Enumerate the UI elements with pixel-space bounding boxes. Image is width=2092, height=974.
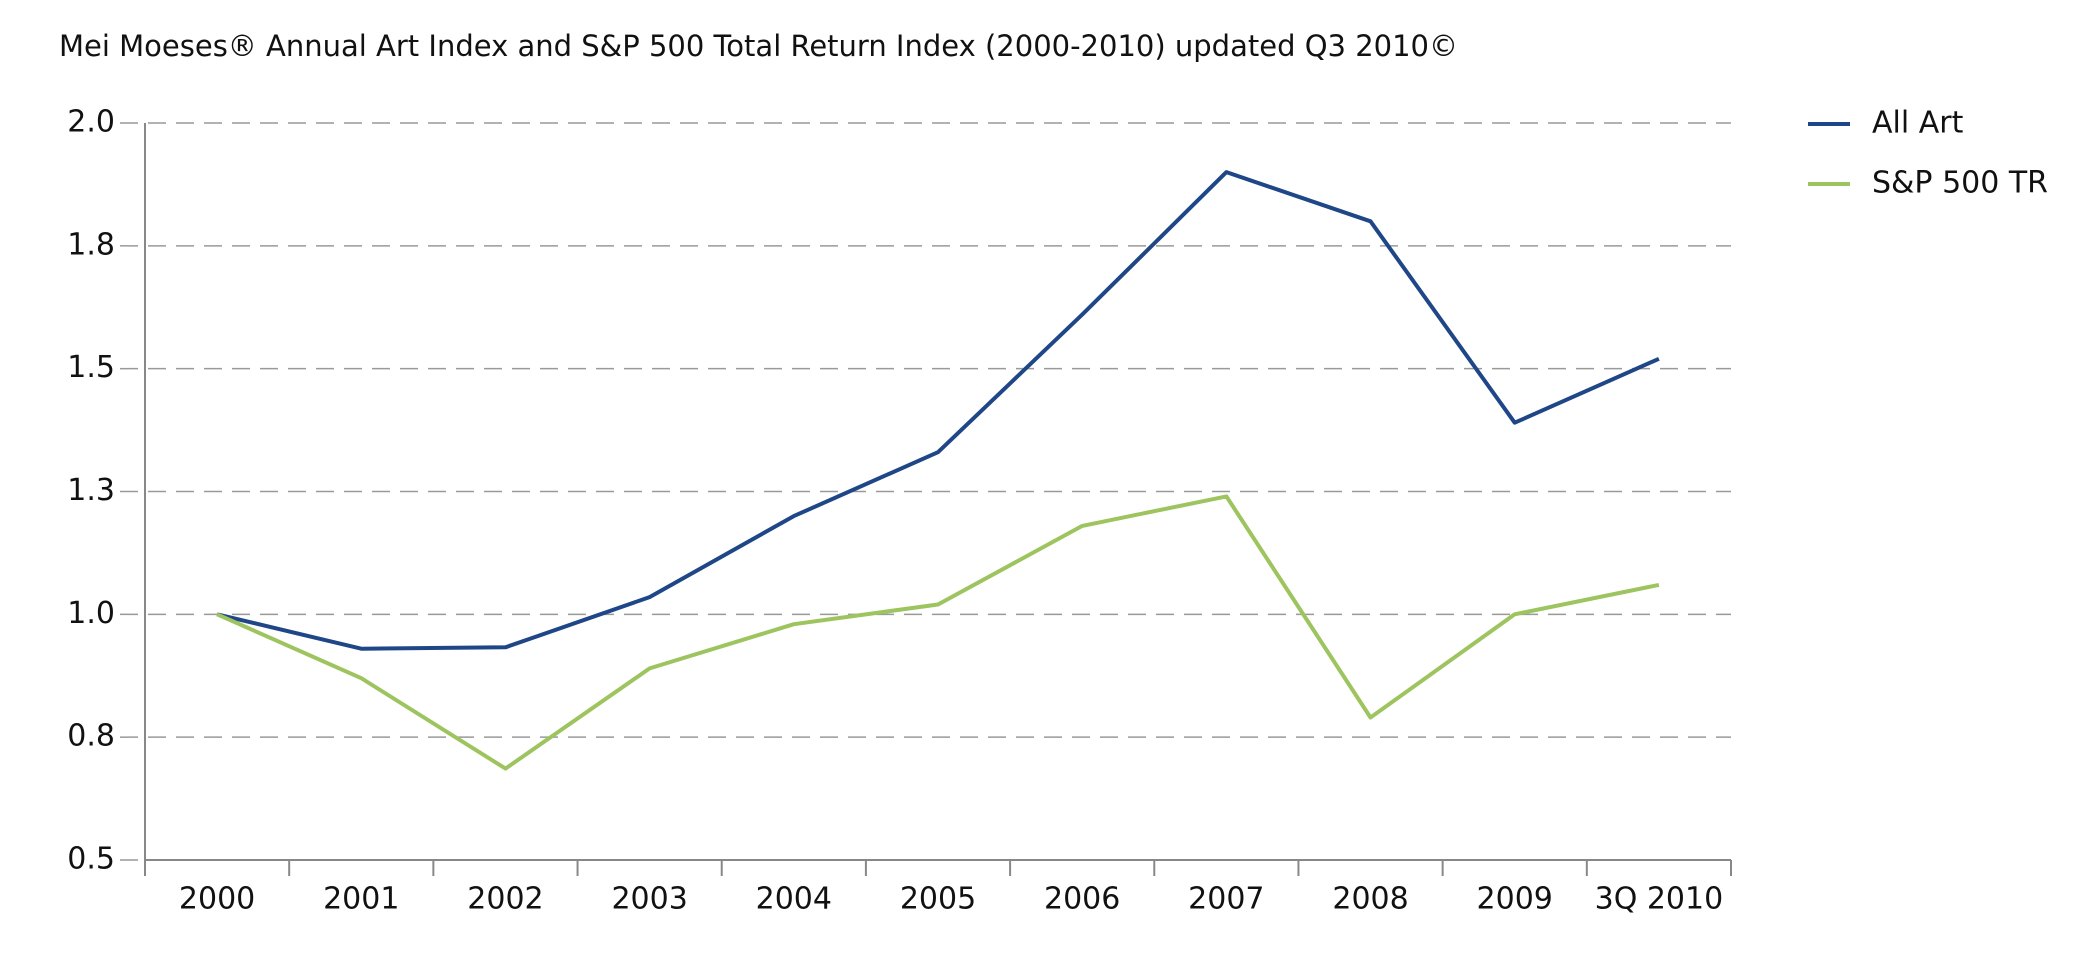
x-tick-label: 2001: [323, 882, 399, 917]
legend-label: All Art: [1872, 106, 1964, 141]
series-line: [216, 170, 1660, 651]
x-tick-label: 2000: [179, 882, 255, 917]
x-tick-label: 2005: [900, 882, 976, 917]
series-line: [216, 494, 1660, 771]
x-tick-label: 2004: [756, 882, 832, 917]
y-tick-label: 1.0: [67, 596, 115, 631]
y-tick-label: 1.3: [67, 473, 115, 508]
legend-label: S&P 500 TR: [1872, 166, 2048, 201]
chart-title: Mei Moeses® Annual Art Index and S&P 500…: [59, 29, 1458, 63]
x-tick-label: 2003: [611, 882, 687, 917]
x-tick-label: 3Q 2010: [1595, 882, 1724, 917]
x-tick-label: 2002: [467, 882, 543, 917]
y-tick-label: 0.5: [67, 842, 115, 877]
x-tick-label: 2006: [1044, 882, 1120, 917]
y-tick-label: 0.8: [67, 719, 115, 754]
x-tick-label: 2007: [1188, 882, 1264, 917]
y-tick-label: 2.0: [67, 105, 115, 140]
y-tick-label: 1.8: [67, 227, 115, 262]
y-tick-label: 1.5: [67, 350, 115, 385]
x-tick-label: 2008: [1332, 882, 1408, 917]
x-tick-label: 2009: [1477, 882, 1553, 917]
